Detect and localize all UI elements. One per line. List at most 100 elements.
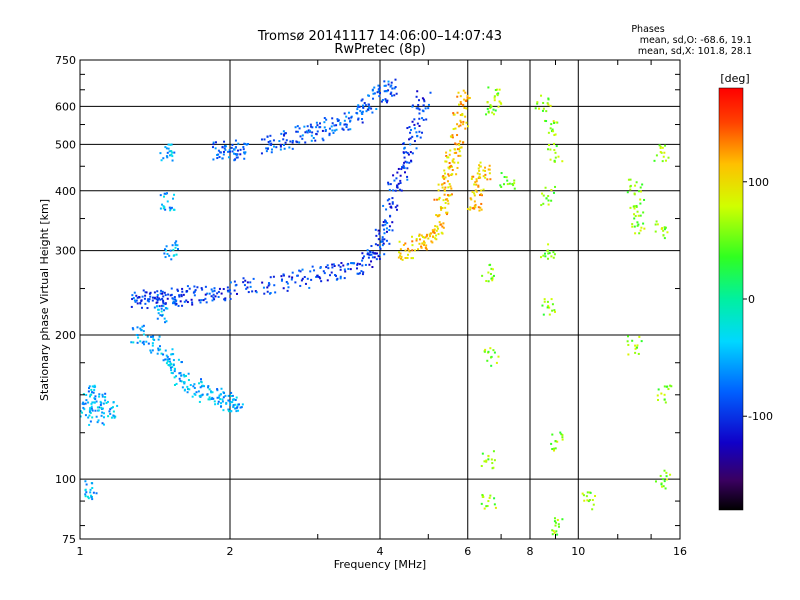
- data-point: [547, 203, 550, 206]
- data-point: [356, 262, 359, 265]
- data-point: [440, 207, 443, 210]
- data-point: [554, 524, 557, 527]
- plot-frame: [79, 59, 681, 540]
- data-point: [150, 335, 153, 338]
- data-point: [173, 368, 176, 371]
- data-point: [221, 400, 224, 403]
- data-point: [271, 148, 274, 151]
- colorbar-tick-label: 100: [748, 176, 769, 189]
- data-point: [144, 291, 147, 294]
- data-point: [136, 341, 139, 344]
- data-point: [486, 178, 489, 181]
- data-point: [141, 341, 144, 344]
- data-point: [159, 292, 162, 295]
- data-point: [169, 249, 172, 252]
- data-point: [469, 208, 472, 211]
- data-point: [641, 183, 644, 186]
- data-point: [178, 294, 181, 297]
- data-point: [251, 290, 254, 293]
- data-point: [163, 291, 166, 294]
- data-point: [182, 293, 185, 296]
- data-point: [390, 84, 393, 87]
- data-point: [400, 257, 403, 260]
- data-point: [291, 276, 294, 279]
- data-point: [165, 245, 168, 248]
- data-point: [441, 225, 444, 228]
- data-point: [550, 199, 553, 202]
- data-point: [83, 408, 86, 411]
- data-point: [359, 109, 362, 112]
- data-point: [316, 130, 319, 133]
- data-point: [361, 98, 364, 101]
- data-point: [175, 382, 178, 385]
- data-point: [478, 175, 481, 178]
- data-point: [339, 268, 342, 271]
- data-point: [542, 101, 545, 104]
- data-point: [450, 173, 453, 176]
- data-point: [553, 159, 556, 162]
- data-point: [398, 188, 401, 191]
- data-point: [633, 225, 636, 228]
- data-point: [223, 144, 226, 147]
- data-point: [552, 191, 555, 194]
- data-point: [490, 267, 493, 270]
- data-point: [487, 168, 490, 171]
- data-point: [170, 258, 173, 261]
- data-point: [393, 94, 396, 97]
- data-point: [327, 267, 330, 270]
- data-point: [435, 214, 438, 217]
- data-point: [437, 233, 440, 236]
- data-point: [466, 125, 469, 128]
- data-point: [425, 234, 428, 237]
- data-point: [380, 100, 383, 103]
- data-point: [586, 491, 589, 494]
- data-point: [462, 123, 465, 126]
- data-point: [409, 131, 412, 134]
- data-point: [445, 213, 448, 216]
- data-point: [551, 433, 554, 436]
- data-point: [396, 184, 399, 187]
- data-point: [666, 478, 669, 481]
- data-point: [385, 239, 388, 242]
- data-point: [444, 206, 447, 209]
- data-point: [634, 232, 637, 235]
- data-point: [202, 299, 205, 302]
- data-point: [370, 253, 373, 256]
- data-point: [329, 274, 332, 277]
- data-point: [485, 459, 488, 462]
- data-point: [398, 251, 401, 254]
- data-point: [242, 277, 245, 280]
- data-point: [187, 379, 190, 382]
- data-point: [106, 400, 109, 403]
- data-point: [655, 154, 658, 157]
- data-point: [371, 251, 374, 254]
- data-point: [554, 447, 557, 450]
- data-point: [82, 393, 85, 396]
- data-point: [462, 89, 465, 92]
- data-point: [339, 122, 342, 125]
- data-point: [357, 104, 360, 107]
- data-point: [160, 307, 163, 310]
- data-point: [636, 344, 639, 347]
- data-point: [403, 156, 406, 159]
- data-point: [643, 198, 646, 201]
- data-point: [378, 232, 381, 235]
- data-point: [90, 405, 93, 408]
- data-point: [633, 192, 636, 195]
- data-point: [316, 274, 319, 277]
- data-point: [627, 335, 630, 338]
- data-point: [478, 193, 481, 196]
- data-point: [367, 103, 370, 106]
- data-point: [219, 405, 222, 408]
- data-point: [455, 143, 458, 146]
- data-point: [633, 207, 636, 210]
- data-point: [669, 384, 672, 387]
- data-point: [542, 107, 545, 110]
- data-point: [270, 142, 273, 145]
- data-point: [375, 258, 378, 261]
- data-point: [411, 104, 414, 107]
- data-point: [484, 173, 487, 176]
- data-point: [482, 169, 485, 172]
- data-point: [305, 130, 308, 133]
- data-point: [343, 112, 346, 115]
